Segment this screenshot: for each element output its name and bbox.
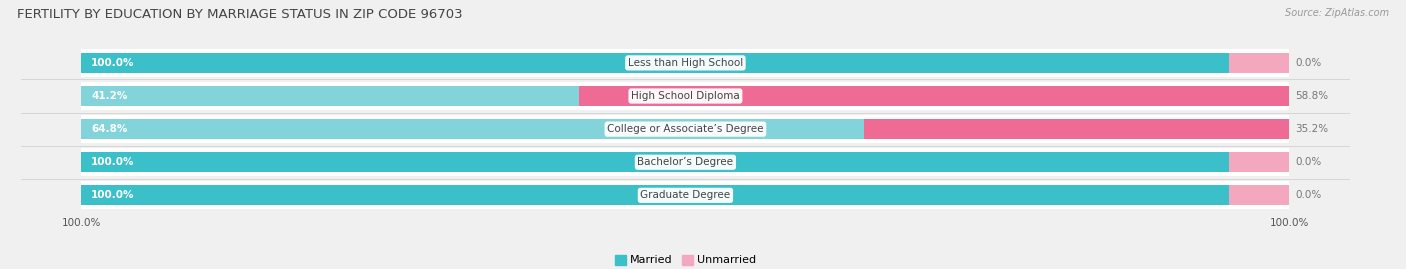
Legend: Married, Unmarried: Married, Unmarried	[610, 250, 761, 269]
Bar	[1229, 152, 1289, 172]
Text: 100.0%: 100.0%	[91, 157, 135, 167]
Bar	[82, 148, 1289, 176]
Bar	[1229, 185, 1289, 205]
Text: 100.0%: 100.0%	[91, 190, 135, 200]
Text: Graduate Degree: Graduate Degree	[640, 190, 731, 200]
Text: 35.2%: 35.2%	[1295, 124, 1329, 134]
Text: FERTILITY BY EDUCATION BY MARRIAGE STATUS IN ZIP CODE 96703: FERTILITY BY EDUCATION BY MARRIAGE STATU…	[17, 8, 463, 21]
Text: Source: ZipAtlas.com: Source: ZipAtlas.com	[1285, 8, 1389, 18]
Text: 58.8%: 58.8%	[1295, 91, 1329, 101]
Bar	[82, 82, 1289, 110]
Text: 0.0%: 0.0%	[1295, 190, 1322, 200]
Text: High School Diploma: High School Diploma	[631, 91, 740, 101]
Bar	[865, 119, 1289, 139]
Bar	[82, 119, 865, 139]
Bar	[82, 115, 1289, 143]
Text: Less than High School: Less than High School	[628, 58, 742, 68]
Bar	[82, 181, 1289, 209]
Bar	[1229, 53, 1289, 73]
Text: Bachelor’s Degree: Bachelor’s Degree	[637, 157, 734, 167]
Text: 0.0%: 0.0%	[1295, 58, 1322, 68]
Bar	[82, 86, 579, 106]
Bar	[82, 49, 1289, 77]
Text: 100.0%: 100.0%	[91, 58, 135, 68]
Text: 0.0%: 0.0%	[1295, 157, 1322, 167]
Text: 64.8%: 64.8%	[91, 124, 128, 134]
Text: 41.2%: 41.2%	[91, 91, 128, 101]
Bar	[82, 185, 1289, 205]
Bar	[82, 53, 1289, 73]
Bar	[579, 86, 1289, 106]
Text: College or Associate’s Degree: College or Associate’s Degree	[607, 124, 763, 134]
Bar	[82, 152, 1289, 172]
